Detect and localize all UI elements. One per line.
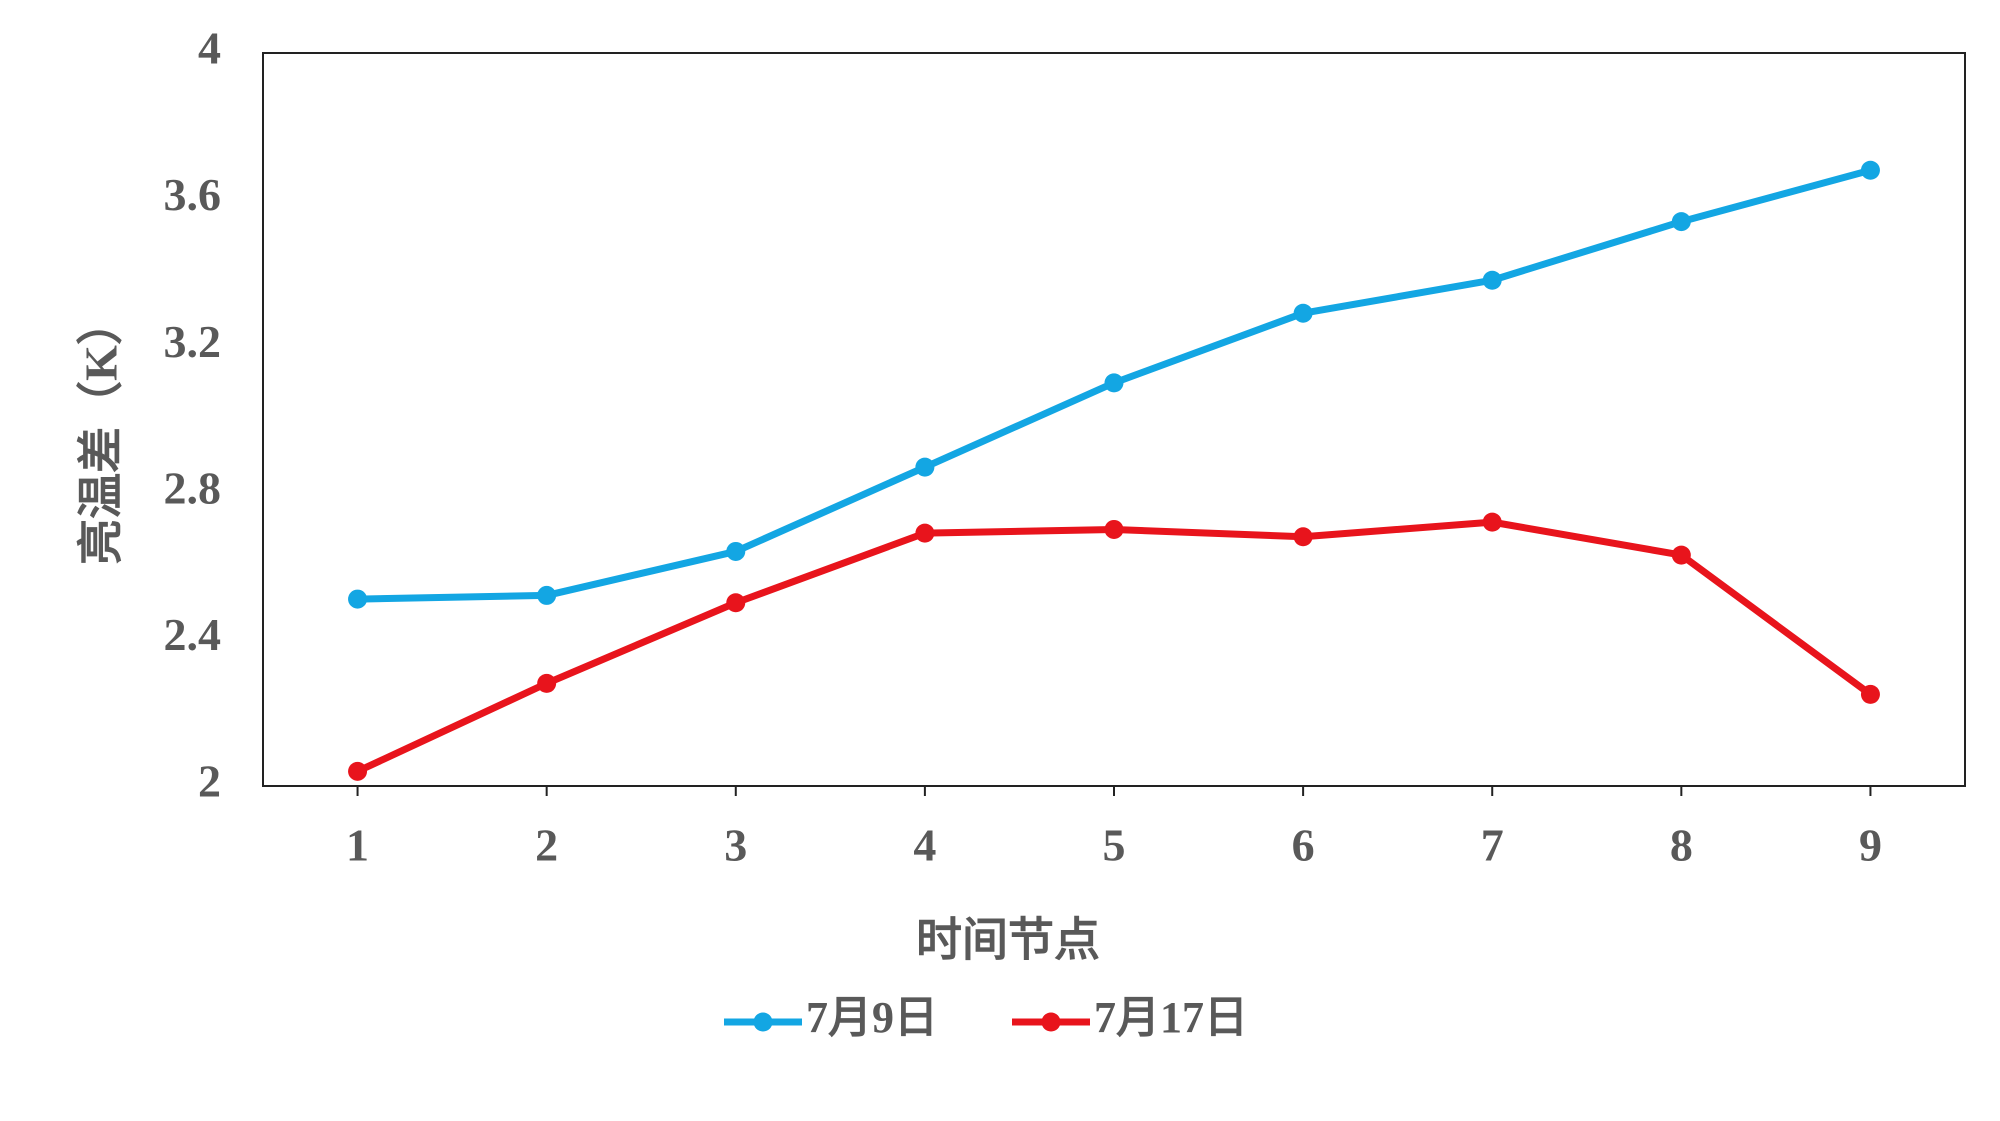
x-tick-label: 3 — [724, 820, 747, 871]
x-tick-label: 7 — [1481, 820, 1504, 871]
data-point — [1860, 684, 1880, 704]
data-point — [1482, 270, 1502, 290]
x-tick-label: 6 — [1292, 820, 1315, 871]
x-tick-label: 1 — [346, 820, 369, 871]
y-axis-title: 亮温差（K） — [76, 299, 127, 565]
legend-label: 7月17日 — [1094, 993, 1248, 1042]
data-point — [726, 541, 746, 561]
legend-marker — [753, 1012, 773, 1032]
data-point — [1671, 212, 1691, 232]
data-point — [1104, 519, 1124, 539]
y-tick-label: 3.2 — [164, 316, 222, 367]
y-tick-label: 3.6 — [164, 169, 222, 220]
x-tick-label: 2 — [535, 820, 558, 871]
y-tick-label: 2 — [198, 756, 221, 807]
data-point — [1671, 545, 1691, 565]
data-point — [1104, 373, 1124, 393]
data-point — [537, 585, 557, 605]
data-point — [537, 673, 557, 693]
x-axis-title: 时间节点 — [916, 915, 1100, 966]
data-point — [348, 589, 368, 609]
x-tick-label: 8 — [1670, 820, 1693, 871]
data-point — [1482, 512, 1502, 532]
data-point — [1293, 303, 1313, 323]
legend-marker — [1041, 1012, 1061, 1032]
legend-label: 7月9日 — [806, 993, 938, 1042]
y-tick-label: 4 — [198, 23, 221, 74]
data-point — [915, 523, 935, 543]
plot-frame — [262, 52, 1966, 787]
data-point — [915, 457, 935, 477]
y-tick-label: 2.8 — [164, 462, 222, 513]
x-tick-label: 4 — [913, 820, 936, 871]
x-tick-label: 5 — [1103, 820, 1126, 871]
data-point — [348, 761, 368, 781]
data-point — [726, 593, 746, 613]
data-point — [1860, 160, 1880, 180]
y-tick-label: 2.4 — [164, 609, 222, 660]
series-line — [356, 518, 1873, 775]
x-tick-label: 9 — [1859, 820, 1882, 871]
data-point — [1293, 527, 1313, 547]
